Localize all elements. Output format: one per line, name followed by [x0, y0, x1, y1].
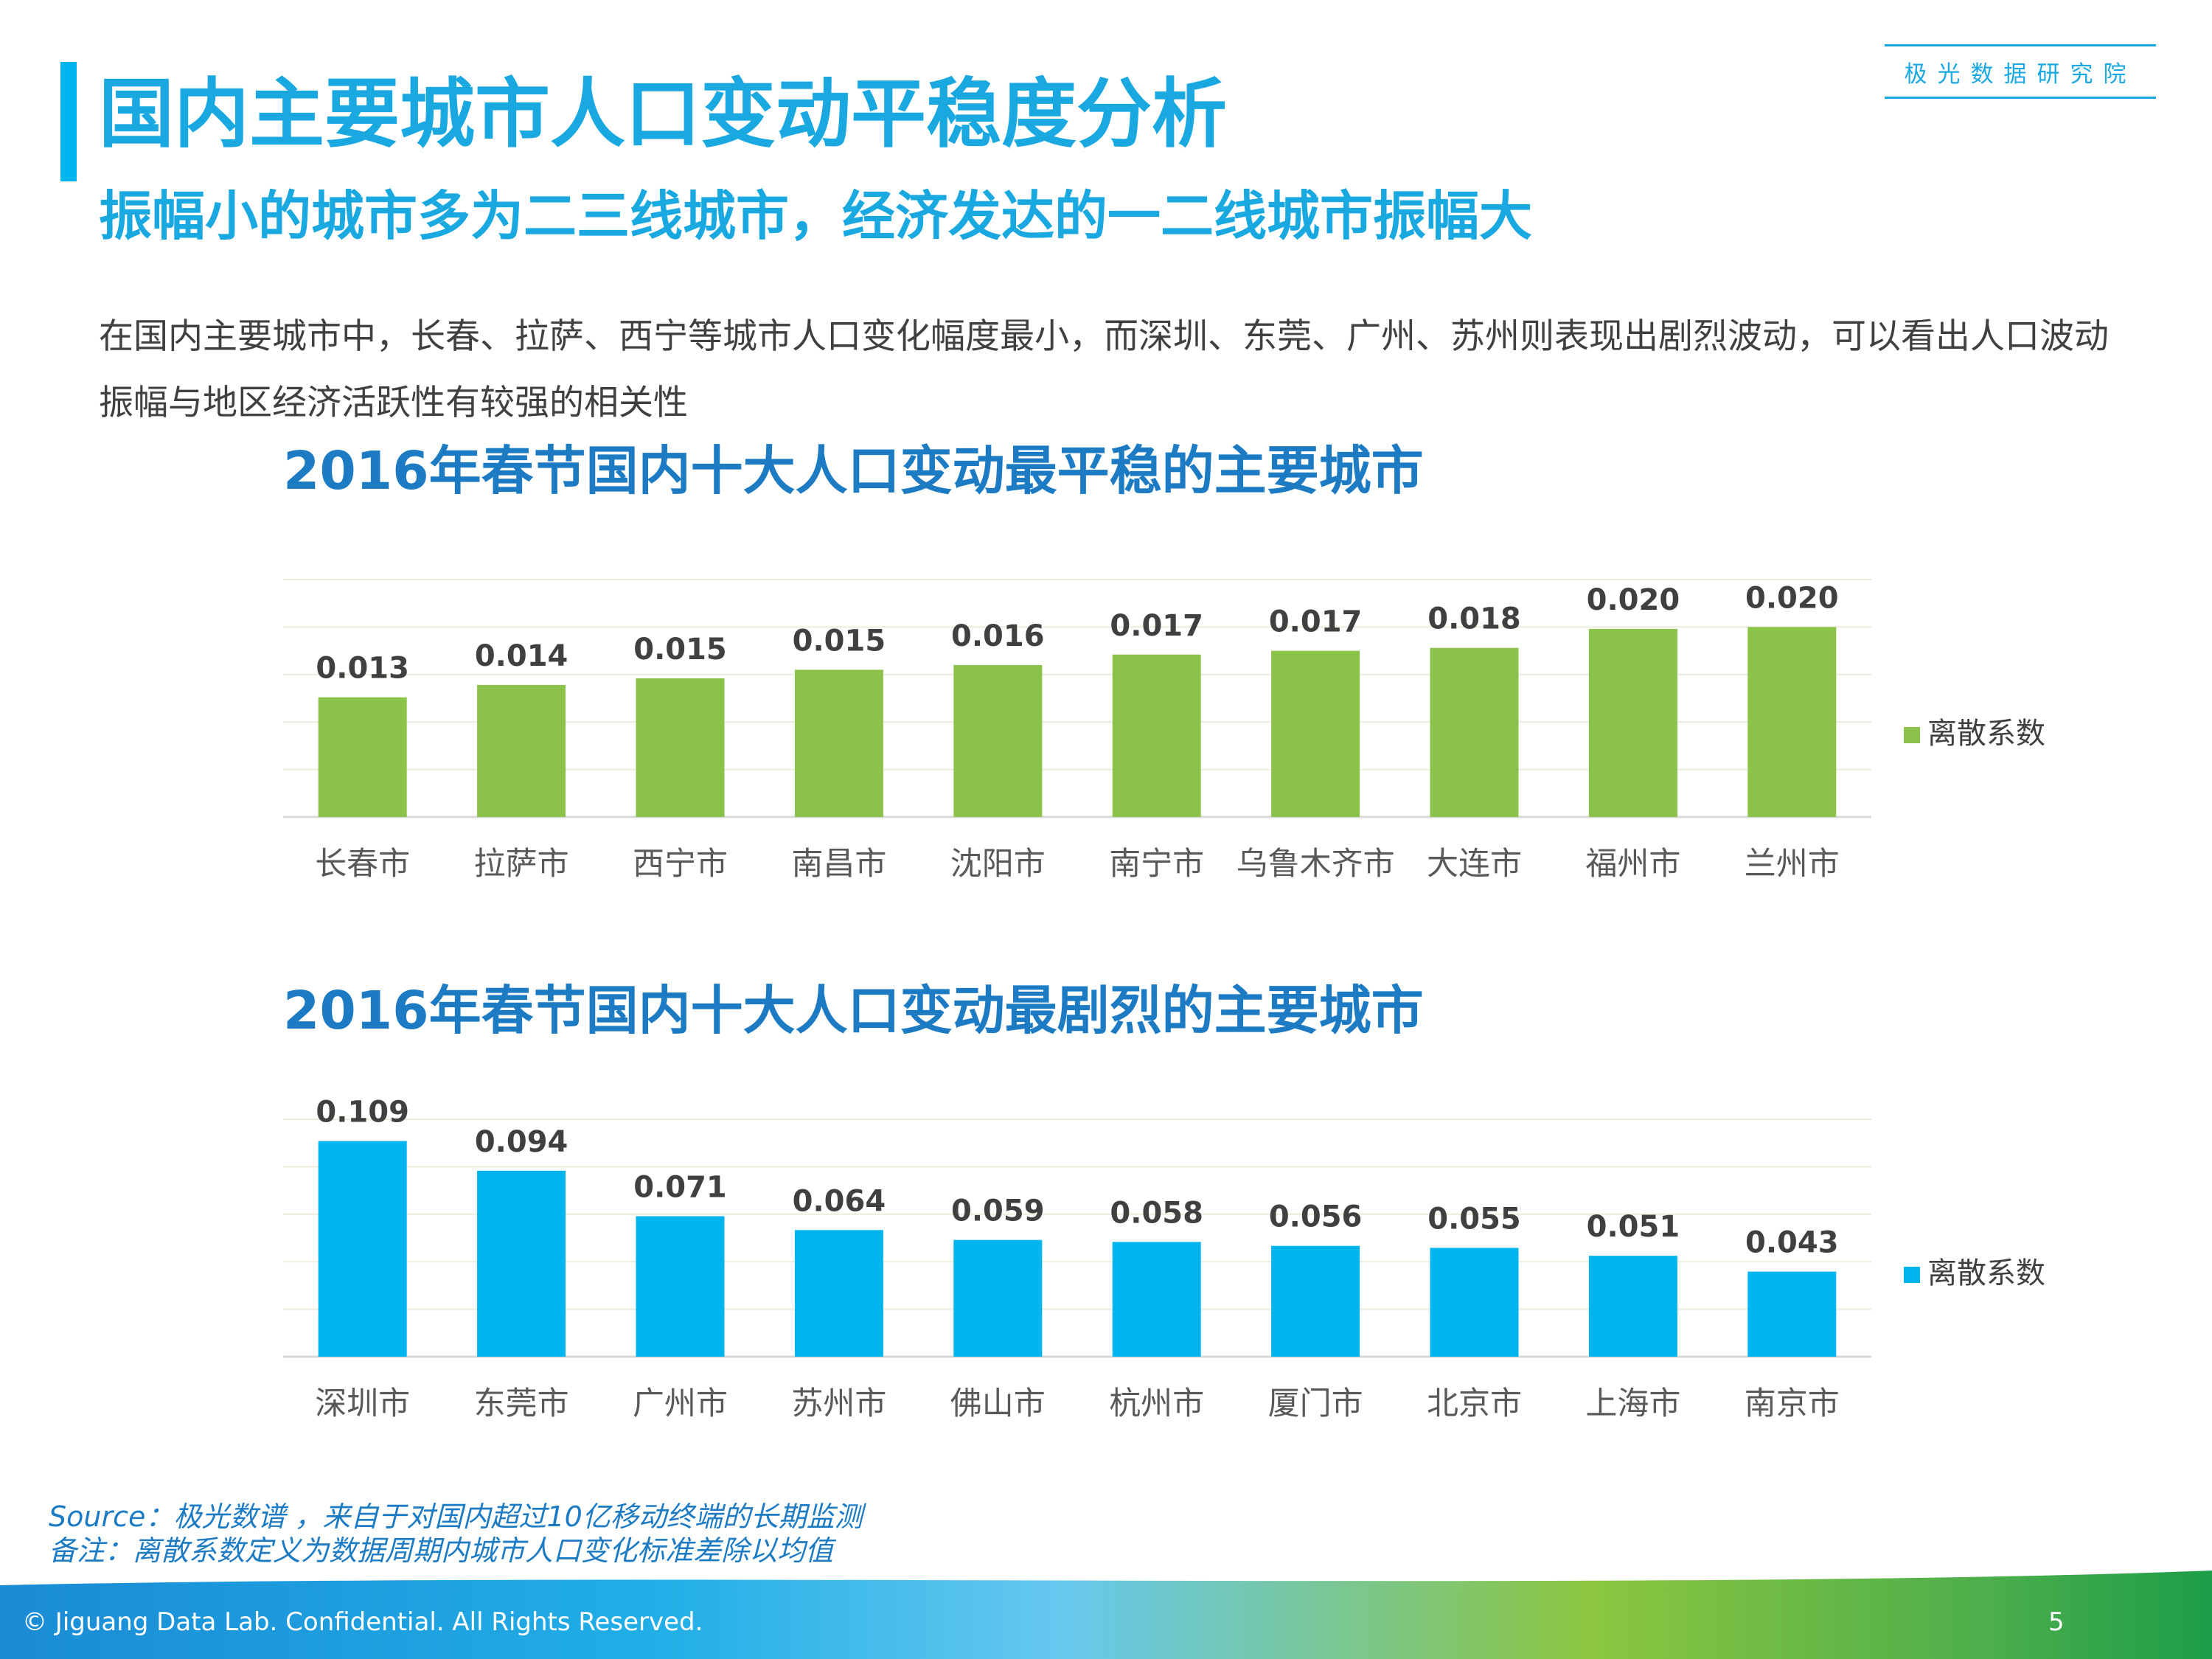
bar — [1430, 1248, 1519, 1357]
data-label: 0.043 — [1745, 1226, 1839, 1260]
data-label: 0.018 — [1427, 602, 1521, 636]
page-title: 国内主要城市人口变动平稳度分析 — [99, 71, 1227, 159]
data-label: 0.094 — [475, 1125, 568, 1159]
remark-line: 备注：离散系数定义为数据周期内城市人口变化标准差除以均值 — [49, 1534, 834, 1567]
category-label: 福州市 — [1585, 846, 1680, 883]
legend-swatch — [1904, 727, 1920, 743]
data-label: 0.055 — [1427, 1202, 1521, 1236]
bar — [477, 684, 566, 817]
bar — [1271, 1245, 1360, 1357]
chart-stable-cities: 0.013 长春市 0.014 拉萨市 0.015 西宁市 0.015 南昌市 0.016 沈阳市… — [283, 579, 2045, 883]
category-label: 南昌市 — [791, 846, 886, 883]
copyright-text: © Jiguang Data Lab. Confidential. All Ri… — [22, 1607, 703, 1637]
data-label: 0.016 — [951, 619, 1045, 653]
category-label: 杭州市 — [1109, 1385, 1204, 1422]
data-label: 0.020 — [1745, 581, 1839, 615]
chart-volatile-cities: 0.109 深圳市 0.094 东莞市 0.071 广州市 0.064 苏州市 0.059 佛山市… — [283, 1096, 2045, 1422]
data-label: 0.071 — [633, 1170, 727, 1204]
bar — [318, 697, 407, 817]
footer-bar — [0, 1571, 2212, 1659]
category-label: 东莞市 — [474, 1385, 569, 1422]
bar — [636, 1216, 725, 1357]
legend-swatch — [1904, 1267, 1920, 1283]
page-number: 5 — [2048, 1607, 2065, 1637]
category-label: 乌鲁木齐市 — [1237, 846, 1395, 883]
bar — [1112, 654, 1201, 817]
bar — [1588, 628, 1677, 817]
data-label: 0.056 — [1269, 1200, 1363, 1234]
category-label: 厦门市 — [1268, 1385, 1363, 1422]
bar — [477, 1170, 566, 1357]
data-label: 0.015 — [633, 633, 727, 667]
bar — [636, 678, 725, 817]
title-accent-bar — [60, 62, 77, 181]
category-label: 兰州市 — [1745, 846, 1840, 883]
data-label: 0.013 — [316, 652, 409, 686]
bar — [1430, 647, 1519, 817]
chart-title-volatile: 2016年春节国内十大人口变动最剧烈的主要城市 — [283, 980, 1424, 1041]
category-label: 深圳市 — [315, 1385, 410, 1422]
footer-wave-shape — [0, 1571, 2212, 1585]
bar — [318, 1141, 407, 1357]
bar — [1747, 1271, 1837, 1357]
data-label: 0.017 — [1269, 605, 1363, 639]
bar — [1271, 650, 1360, 817]
category-label: 长春市 — [315, 846, 410, 883]
bar — [953, 664, 1043, 817]
bar — [953, 1239, 1043, 1357]
data-label: 0.109 — [316, 1096, 409, 1130]
category-label: 上海市 — [1585, 1385, 1680, 1422]
source-line: Source：极光数谱 ，来自于对国内超过10亿移动终端的长期监测 — [49, 1500, 863, 1533]
data-label: 0.017 — [1110, 609, 1203, 643]
description-text: 在国内主要城市中，长春、拉萨、西宁等城市人口变化幅度最小，而深圳、东莞、广州、苏… — [99, 316, 2109, 423]
bar — [794, 669, 883, 817]
bar — [1747, 627, 1837, 817]
category-label: 北京市 — [1427, 1385, 1522, 1422]
data-label: 0.051 — [1587, 1210, 1680, 1244]
data-label: 0.015 — [793, 624, 886, 658]
chart-title-stable: 2016年春节国内十大人口变动最平稳的主要城市 — [283, 440, 1424, 501]
category-label: 南宁市 — [1109, 846, 1204, 883]
page-subtitle: 振幅小的城市多为二三线城市，经济发达的一二线城市振幅大 — [99, 185, 1533, 247]
category-label: 苏州市 — [791, 1385, 886, 1422]
data-label: 0.064 — [793, 1184, 886, 1218]
category-label: 拉萨市 — [474, 846, 569, 883]
bar — [1112, 1242, 1201, 1357]
bar — [794, 1230, 883, 1357]
category-label: 广州市 — [633, 1385, 728, 1422]
data-label: 0.014 — [475, 639, 568, 673]
category-label: 西宁市 — [633, 846, 728, 883]
category-label: 沈阳市 — [950, 846, 1046, 883]
brand-logo-text: 极光数据研究院 — [1885, 44, 2156, 99]
bar — [1588, 1256, 1677, 1357]
category-label: 佛山市 — [950, 1385, 1046, 1422]
legend-label: 离散系数 — [1927, 1256, 2045, 1290]
data-label: 0.059 — [951, 1194, 1045, 1228]
data-label: 0.058 — [1110, 1196, 1203, 1230]
data-label: 0.020 — [1587, 583, 1680, 617]
category-label: 大连市 — [1427, 846, 1522, 883]
source-note: Source：极光数谱 ，来自于对国内超过10亿移动终端的长期监测 备注：离散系… — [49, 1500, 863, 1568]
legend-label: 离散系数 — [1927, 717, 2045, 751]
category-label: 南京市 — [1745, 1385, 1840, 1422]
